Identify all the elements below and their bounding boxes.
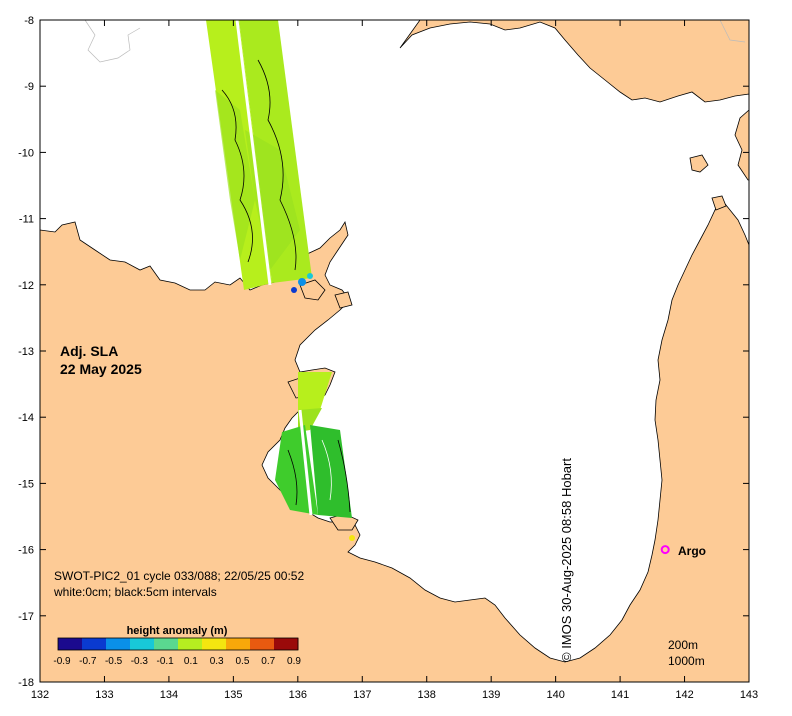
depth-legend-200m: 200m [668, 638, 698, 652]
x-tick-label: 139 [482, 689, 500, 701]
x-tick-label: 133 [95, 689, 113, 701]
x-tick-label: 135 [224, 689, 242, 701]
colorbar-tick-label: 0.5 [235, 656, 249, 667]
y-tick-label: -9 [24, 81, 34, 93]
y-tick-label: -13 [18, 346, 34, 358]
y-tick-label: -12 [18, 280, 34, 292]
map-date: 22 May 2025 [60, 361, 142, 377]
colorbar: height anomaly (m) -0.9 -0.7 -0.5 -0.3 -0.1 0… [53, 625, 301, 667]
x-tick-label: 143 [740, 689, 758, 701]
x-tick-label: 134 [160, 689, 178, 701]
colorbar-tick-label: -0.1 [156, 656, 174, 667]
credit-text: © IMOS 30-Aug-2025 08:58 Hobart [559, 458, 574, 662]
y-tick-label: -16 [18, 545, 34, 557]
y-tick-label: -10 [18, 147, 34, 159]
colorbar-cell [202, 638, 227, 650]
colorbar-cell [274, 638, 299, 650]
y-tick-label: -14 [18, 412, 34, 424]
colorbar-tick-label: 0.7 [261, 656, 275, 667]
depth-legend-1000m: 1000m [668, 654, 705, 668]
x-tick-label: 137 [353, 689, 371, 701]
x-tick-label: 138 [418, 689, 436, 701]
colorbar-cell [226, 638, 251, 650]
x-tick-label: 136 [289, 689, 307, 701]
swot-swath-south [275, 372, 355, 541]
x-tick-label: 132 [31, 689, 49, 701]
swot-swath-north [206, 19, 313, 293]
argo-label: Argo [678, 544, 706, 558]
argo-marker: Argo [660, 544, 706, 558]
colorbar-tick-label: -0.7 [79, 656, 97, 667]
y-tick-label: -17 [18, 611, 34, 623]
colorbar-cell [154, 638, 179, 650]
colorbar-tick-label: 0.9 [287, 656, 301, 667]
info-line-2: white:0cm; black:5cm intervals [53, 585, 217, 599]
colorbar-frame [57, 637, 299, 651]
colorbar-cell [178, 638, 203, 650]
y-axis: -8 -9 -10 -11 -12 -13 -14 -15 -16 -17 -18 [18, 15, 749, 689]
y-tick-label: -8 [24, 15, 34, 27]
colorbar-tick-label: -0.3 [131, 656, 149, 667]
argo-circle-icon [660, 545, 670, 555]
colorbar-cell [58, 638, 83, 650]
colorbar-cell [82, 638, 107, 650]
x-axis: 132 133 134 135 136 137 138 139 140 141 142 143 [31, 20, 758, 701]
info-line-1: SWOT-PIC2_01 cycle 033/088; 22/05/25 00:… [54, 569, 304, 583]
colorbar-cell [250, 638, 275, 650]
map-title: Adj. SLA [60, 343, 118, 359]
x-tick-label: 141 [611, 689, 629, 701]
colorbar-tick-label: -0.5 [105, 656, 123, 667]
y-tick-label: -15 [18, 478, 34, 490]
colorbar-title: height anomaly (m) [127, 625, 228, 637]
y-tick-label: -18 [18, 677, 34, 689]
colorbar-tick-label: 0.1 [184, 656, 198, 667]
colorbar-cell [130, 638, 155, 650]
x-tick-label: 140 [546, 689, 564, 701]
colorbar-tick-label: 0.3 [210, 656, 224, 667]
y-tick-label: -11 [19, 214, 34, 226]
colorbar-tick-label: -0.9 [53, 656, 71, 667]
bathymetry-contour [84, 19, 746, 63]
colorbar-cell [106, 638, 131, 650]
x-tick-label: 142 [675, 689, 693, 701]
